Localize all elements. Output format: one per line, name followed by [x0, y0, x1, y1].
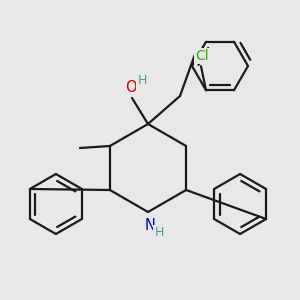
- Text: Cl: Cl: [195, 49, 209, 63]
- Text: N: N: [145, 218, 155, 232]
- Text: O: O: [125, 80, 137, 95]
- Text: H: H: [137, 74, 147, 88]
- Text: H: H: [154, 226, 164, 238]
